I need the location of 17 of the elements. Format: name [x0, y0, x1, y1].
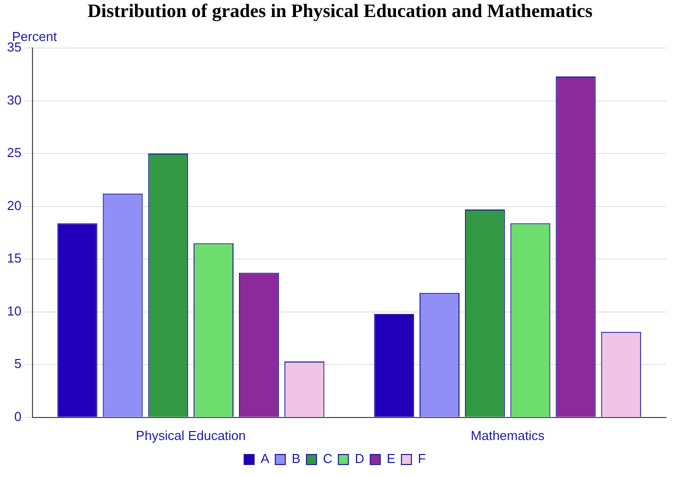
y-tick-label: 25 — [6, 145, 22, 160]
y-tick-label: 30 — [6, 92, 22, 108]
y-tick-label: 5 — [14, 356, 22, 372]
legend-label: B — [292, 451, 300, 466]
legend-label: D — [354, 451, 364, 466]
legend-label: F — [418, 451, 426, 466]
chart-title: Distribution of grades in Physical Education and Mathematics — [86, 0, 594, 24]
legend-label: C — [322, 451, 332, 466]
x-tick-label: Physical Education — [136, 428, 246, 443]
x-tick-label: Mathematics — [470, 428, 545, 443]
y-tick-label: 35 — [6, 40, 22, 55]
y-tick-label: 15 — [6, 250, 22, 266]
y-tick-label: 10 — [6, 303, 22, 318]
y-tick-label: 20 — [6, 198, 22, 213]
legend-label: E — [386, 451, 396, 466]
y-tick-label: 0 — [14, 408, 22, 424]
legend-label: A — [260, 451, 270, 466]
